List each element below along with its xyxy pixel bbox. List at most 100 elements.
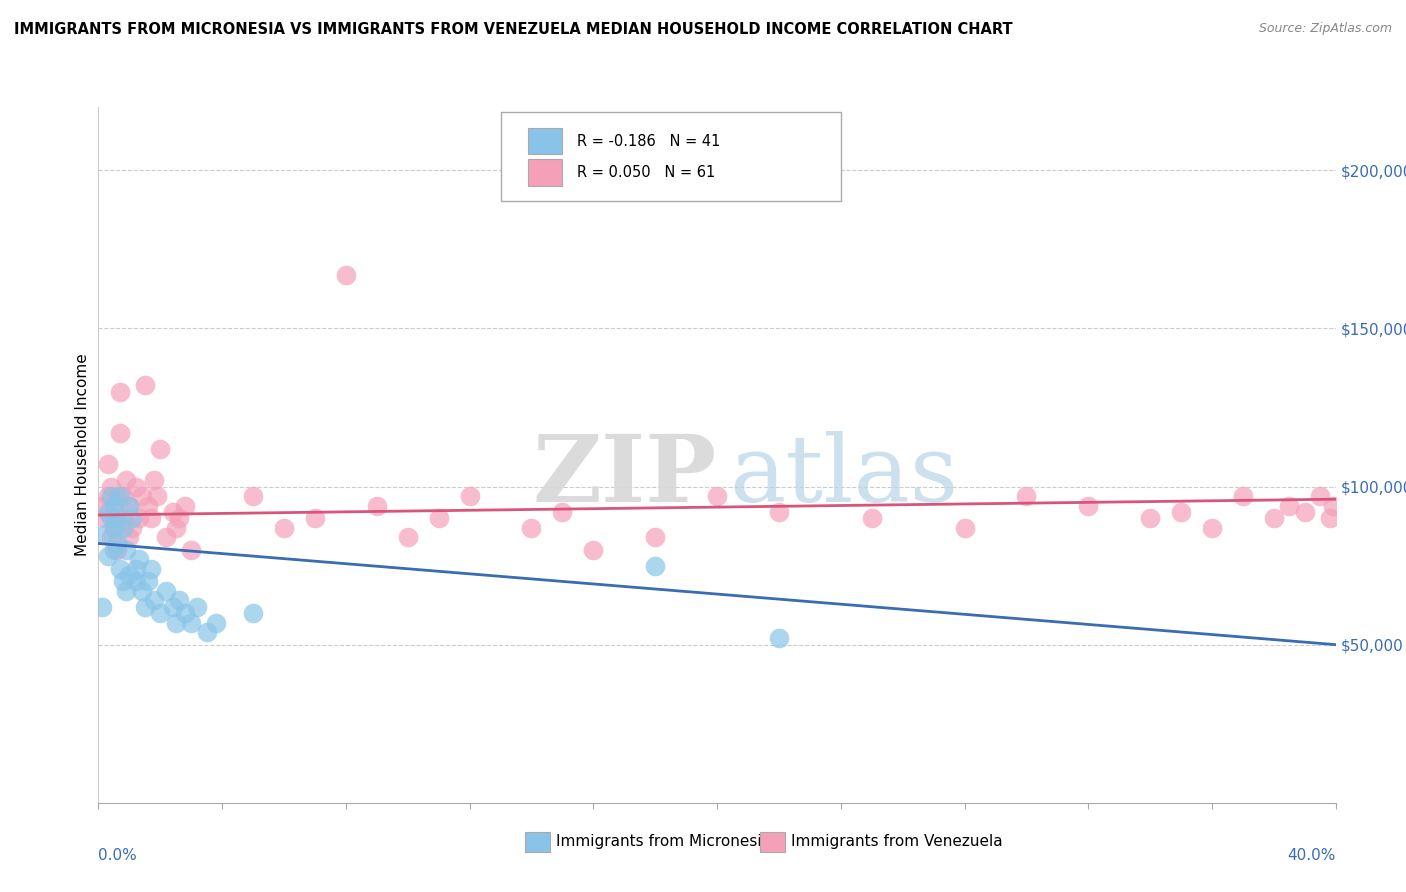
Point <box>1263 511 1285 525</box>
Point <box>167 593 190 607</box>
Point <box>112 521 135 535</box>
Point <box>93 527 115 541</box>
Point <box>115 473 138 487</box>
Point <box>304 511 326 525</box>
Point <box>180 615 202 630</box>
Point <box>118 530 141 544</box>
Point <box>1077 499 1099 513</box>
Point <box>112 489 135 503</box>
Point <box>644 530 666 544</box>
Point <box>1309 489 1331 503</box>
Point <box>97 489 120 503</box>
Text: ZIP: ZIP <box>533 431 717 521</box>
Point <box>134 378 156 392</box>
Point <box>551 505 574 519</box>
Text: 40.0%: 40.0% <box>1288 848 1336 863</box>
Point <box>195 625 218 640</box>
Point <box>90 599 112 614</box>
Point <box>105 542 128 557</box>
Point <box>115 583 138 598</box>
FancyBboxPatch shape <box>527 128 562 154</box>
Point <box>121 511 143 525</box>
Text: atlas: atlas <box>730 431 959 521</box>
Point <box>103 505 125 519</box>
Point <box>1322 499 1344 513</box>
Point <box>134 599 156 614</box>
Point <box>143 593 166 607</box>
Point <box>205 615 228 630</box>
Point <box>121 521 143 535</box>
Point <box>186 599 208 614</box>
Point <box>108 562 131 576</box>
Point <box>1201 521 1223 535</box>
Point <box>768 505 790 519</box>
FancyBboxPatch shape <box>501 112 841 201</box>
Point <box>273 521 295 535</box>
Point <box>953 521 976 535</box>
Point <box>155 583 177 598</box>
Point <box>100 479 122 493</box>
FancyBboxPatch shape <box>526 832 550 852</box>
Point <box>162 505 184 519</box>
Point <box>165 521 187 535</box>
Point <box>396 530 419 544</box>
Point <box>108 425 131 440</box>
Point <box>105 489 128 503</box>
Text: R = 0.050   N = 61: R = 0.050 N = 61 <box>578 165 716 180</box>
Point <box>103 521 125 535</box>
Point <box>162 599 184 614</box>
Point <box>103 499 125 513</box>
Point <box>644 558 666 573</box>
Point <box>149 606 172 620</box>
Text: Source: ZipAtlas.com: Source: ZipAtlas.com <box>1258 22 1392 36</box>
Point <box>124 562 146 576</box>
Point <box>131 583 153 598</box>
Point <box>1278 499 1301 513</box>
Point <box>136 499 159 513</box>
Point <box>180 542 202 557</box>
Point <box>1139 511 1161 525</box>
Text: IMMIGRANTS FROM MICRONESIA VS IMMIGRANTS FROM VENEZUELA MEDIAN HOUSEHOLD INCOME : IMMIGRANTS FROM MICRONESIA VS IMMIGRANTS… <box>14 22 1012 37</box>
FancyBboxPatch shape <box>527 159 562 186</box>
Text: Immigrants from Venezuela: Immigrants from Venezuela <box>792 834 1002 849</box>
Point <box>174 606 197 620</box>
Text: R = -0.186   N = 41: R = -0.186 N = 41 <box>578 134 721 149</box>
Point <box>112 511 135 525</box>
Point <box>128 511 150 525</box>
Point <box>155 530 177 544</box>
Point <box>165 615 187 630</box>
Point <box>1015 489 1038 503</box>
Point <box>335 268 357 282</box>
Point <box>139 562 162 576</box>
Text: Immigrants from Micronesia: Immigrants from Micronesia <box>557 834 772 849</box>
Point <box>860 511 883 525</box>
Point <box>146 489 169 503</box>
Y-axis label: Median Household Income: Median Household Income <box>75 353 90 557</box>
Point <box>582 542 605 557</box>
Point <box>143 473 166 487</box>
Point <box>124 574 146 589</box>
Point <box>118 568 141 582</box>
Point <box>103 521 125 535</box>
Point <box>458 489 481 503</box>
Point <box>149 442 172 456</box>
Point <box>1232 489 1254 503</box>
Point <box>105 536 128 550</box>
Point <box>124 479 146 493</box>
Point <box>100 511 122 525</box>
Point <box>1170 505 1192 519</box>
Point <box>131 489 153 503</box>
Point <box>100 530 122 544</box>
Point <box>108 489 131 503</box>
Point <box>174 499 197 513</box>
Point <box>97 505 120 519</box>
Point <box>136 574 159 589</box>
Point <box>706 489 728 503</box>
Point <box>112 574 135 589</box>
Point <box>93 511 115 525</box>
Point <box>105 511 128 525</box>
Point <box>1294 505 1316 519</box>
Point <box>167 511 190 525</box>
Point <box>115 542 138 557</box>
Point <box>128 552 150 566</box>
